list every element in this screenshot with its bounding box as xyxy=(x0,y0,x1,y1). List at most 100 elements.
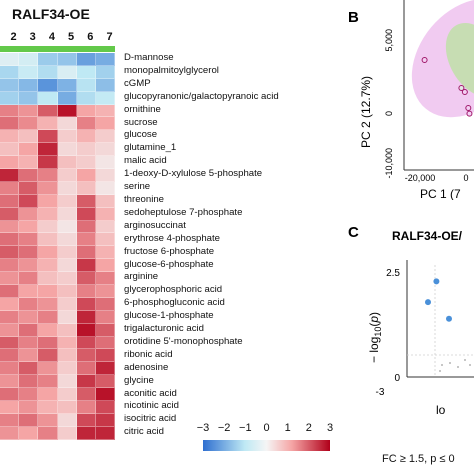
heatmap-cell xyxy=(19,259,39,273)
heatmap-cell xyxy=(76,233,96,247)
heatmap-row xyxy=(0,53,116,66)
metabolite-label: trigalacturonic acid xyxy=(124,323,204,335)
pca-axes xyxy=(403,0,474,171)
heatmap-cell xyxy=(19,388,39,402)
metabolite-label: isocitric acid xyxy=(124,413,177,425)
heatmap-cell xyxy=(0,233,20,247)
heatmap-cell xyxy=(95,310,116,324)
heatmap-cell xyxy=(76,297,96,311)
metabolite-label: malic acid xyxy=(124,155,167,167)
volcano-title: RALF34-OE/ xyxy=(392,229,463,243)
metabolite-label: serine xyxy=(124,181,151,193)
heatmap-cell xyxy=(57,285,77,298)
metabolite-label: 1-deoxy-D-xylulose 5-phosphate xyxy=(124,168,263,180)
heatmap-cell xyxy=(76,220,96,234)
heatmap-cell xyxy=(57,401,77,414)
heatmap-cell xyxy=(0,272,20,286)
heatmap-cell xyxy=(38,401,58,414)
heatmap-cell xyxy=(57,65,77,79)
heatmap-cell xyxy=(0,91,20,105)
heatmap-cell xyxy=(19,362,39,376)
heatmap-cell xyxy=(0,194,20,208)
heatmap-row xyxy=(0,272,116,286)
heatmap-cell xyxy=(0,413,20,427)
heatmap-cell xyxy=(19,117,39,131)
heatmap-cell xyxy=(95,156,116,170)
heatmap-cell xyxy=(95,130,116,144)
heatmap-cell xyxy=(19,53,39,66)
volcano-plot: C RALF34-OE/ 2.5 0 − log10(p) -3 lo xyxy=(348,224,474,417)
heatmap-cell xyxy=(38,156,58,170)
heatmap-row xyxy=(0,323,116,337)
heatmap-cell xyxy=(38,246,58,260)
heatmap-cell xyxy=(19,169,39,182)
column-number: 7 xyxy=(106,31,113,43)
heatmap-cell xyxy=(38,169,58,182)
pca-point xyxy=(421,57,428,63)
heatmap-cell xyxy=(95,65,116,79)
heatmap-row xyxy=(0,181,116,195)
heatmap-cell xyxy=(95,272,116,286)
metabolite-label: glucose xyxy=(124,129,158,141)
heatmap-cell xyxy=(95,349,116,363)
colorbar-tick-label: −1 xyxy=(239,422,252,434)
heatmap-cell xyxy=(57,246,77,260)
heatmap-cell xyxy=(19,323,39,337)
heatmap-cell xyxy=(0,259,20,273)
heatmap-cell xyxy=(57,362,77,376)
heatmap-cell xyxy=(38,78,58,92)
heatmap-row xyxy=(0,285,116,298)
heatmap-cell xyxy=(38,426,58,440)
heatmap-cell xyxy=(76,426,96,440)
metabolite-label: arginine xyxy=(124,271,159,283)
metabolite-label: aconitic acid xyxy=(124,387,177,399)
heatmap-cell xyxy=(38,388,58,402)
heatmap-cell xyxy=(95,143,116,157)
heatmap-cell xyxy=(57,297,77,311)
heatmap-cell xyxy=(38,272,58,286)
heatmap-cell xyxy=(76,272,96,286)
heatmap-cell xyxy=(38,91,58,105)
heatmap-cell xyxy=(95,297,116,311)
metabolite-label: glycerophosphoric acid xyxy=(124,284,223,296)
heatmap-row xyxy=(0,310,116,324)
pca-point xyxy=(465,105,472,111)
heatmap-cell xyxy=(57,426,77,440)
heatmap-cell xyxy=(0,117,20,131)
heatmap-cell xyxy=(0,336,20,350)
heatmap-cell xyxy=(76,246,96,260)
colorbar-tick-label: −2 xyxy=(217,422,231,434)
heatmap-cell xyxy=(0,207,20,221)
heatmap-cell xyxy=(19,349,39,363)
heatmap-cell xyxy=(57,104,77,118)
heatmap-cell xyxy=(38,297,58,311)
column-number: 3 xyxy=(29,31,36,43)
metabolite-label: sedoheptulose 7-phosphate xyxy=(124,206,243,218)
heatmap-cell xyxy=(38,130,58,144)
heatmap-row xyxy=(0,194,116,208)
heatmap-cell xyxy=(38,207,58,221)
column-number: 6 xyxy=(87,31,94,43)
heatmap-cell xyxy=(76,91,96,105)
heatmap-cell xyxy=(19,207,39,221)
heatmap-cell xyxy=(57,207,77,221)
heatmap-cell xyxy=(95,362,116,376)
heatmap-cell xyxy=(95,181,116,195)
heatmap-cell xyxy=(19,156,39,170)
heatmap-cell xyxy=(38,336,58,350)
heatmap-row xyxy=(0,388,116,402)
heatmap-cell xyxy=(38,194,58,208)
metabolite-label: 6-phosphogluconic acid xyxy=(124,297,225,309)
heatmap-cell xyxy=(38,104,58,118)
heatmap-cell xyxy=(19,310,39,324)
heatmap-cell xyxy=(0,104,20,118)
colorbar-tick-label: 1 xyxy=(284,422,291,434)
heatmap-cell xyxy=(57,169,77,182)
heatmap-row xyxy=(0,117,116,131)
heatmap-cell xyxy=(0,220,20,234)
heatmap-cell xyxy=(0,323,20,337)
heatmap-cell xyxy=(0,285,20,298)
heatmap-row xyxy=(0,143,116,157)
heatmap-cell xyxy=(0,53,20,66)
heatmap-cell xyxy=(19,65,39,79)
